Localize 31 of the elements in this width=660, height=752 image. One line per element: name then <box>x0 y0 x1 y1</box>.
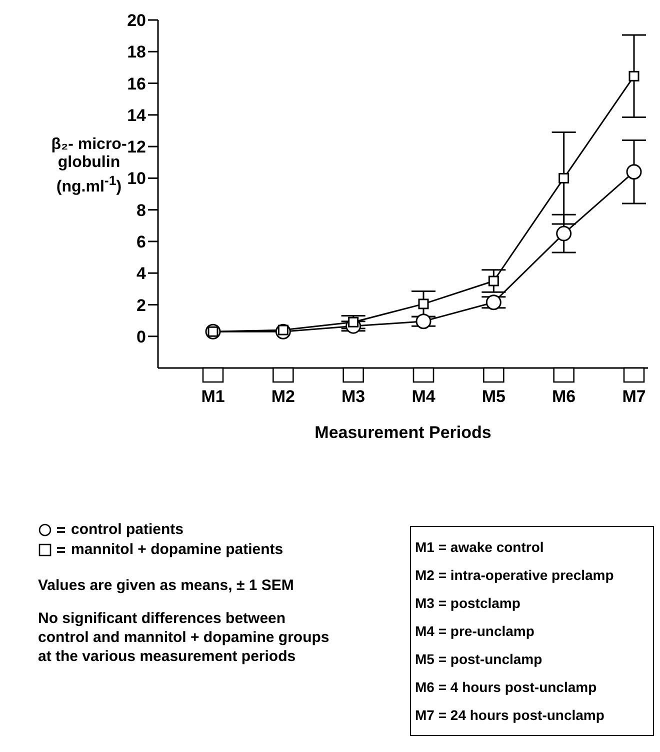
y-tick-label: 0 <box>136 327 146 346</box>
x-tick-label: M4 <box>412 387 436 406</box>
y-tick-label: 4 <box>136 264 147 284</box>
x-tick-label: M1 <box>201 387 225 406</box>
x-tick-label: M7 <box>622 387 646 406</box>
text: Values are given as means, ± 1 SEM <box>38 576 295 595</box>
text: M3 = postclamp <box>415 594 522 613</box>
text: M4 = pre-unclamp <box>415 622 536 641</box>
legend-label: control patients <box>71 520 184 540</box>
y-tick-label: 6 <box>136 232 146 252</box>
y-tick-label: 16 <box>127 74 146 94</box>
x-tick-label: M5 <box>482 387 506 406</box>
y-tick-label: 18 <box>127 42 146 62</box>
text: M2 = intra-operative preclamp <box>415 566 615 585</box>
text: M1 = awake control <box>415 538 545 557</box>
x-tick-label: M2 <box>271 387 295 406</box>
y-tick-label: 20 <box>127 11 146 30</box>
x-axis-title: Measurement Periods <box>314 423 492 442</box>
y-tick-label: 12 <box>127 138 146 157</box>
y-tick-label: 14 <box>127 106 147 125</box>
text: No significant differences between control and mannitol + dopamine groups at the various measurement periods <box>38 609 330 666</box>
x-tick-label: M3 <box>342 387 366 406</box>
y-tick-label: 2 <box>136 296 146 315</box>
text: M7 = 24 hours post-unclamp <box>415 706 606 725</box>
x-tick-label: M6 <box>552 387 576 406</box>
text: M5 = post-unclamp <box>415 650 544 669</box>
y-tick-label: 10 <box>127 169 146 188</box>
y-axis-title: β₂- micro-globulin (ng.ml$^{-1}$) <box>51 136 127 196</box>
text: M6 = 4 hours post-unclamp <box>415 678 598 697</box>
legend-label: mannitol + dopamine patients <box>71 540 284 560</box>
y-tick-label: 8 <box>136 200 146 220</box>
